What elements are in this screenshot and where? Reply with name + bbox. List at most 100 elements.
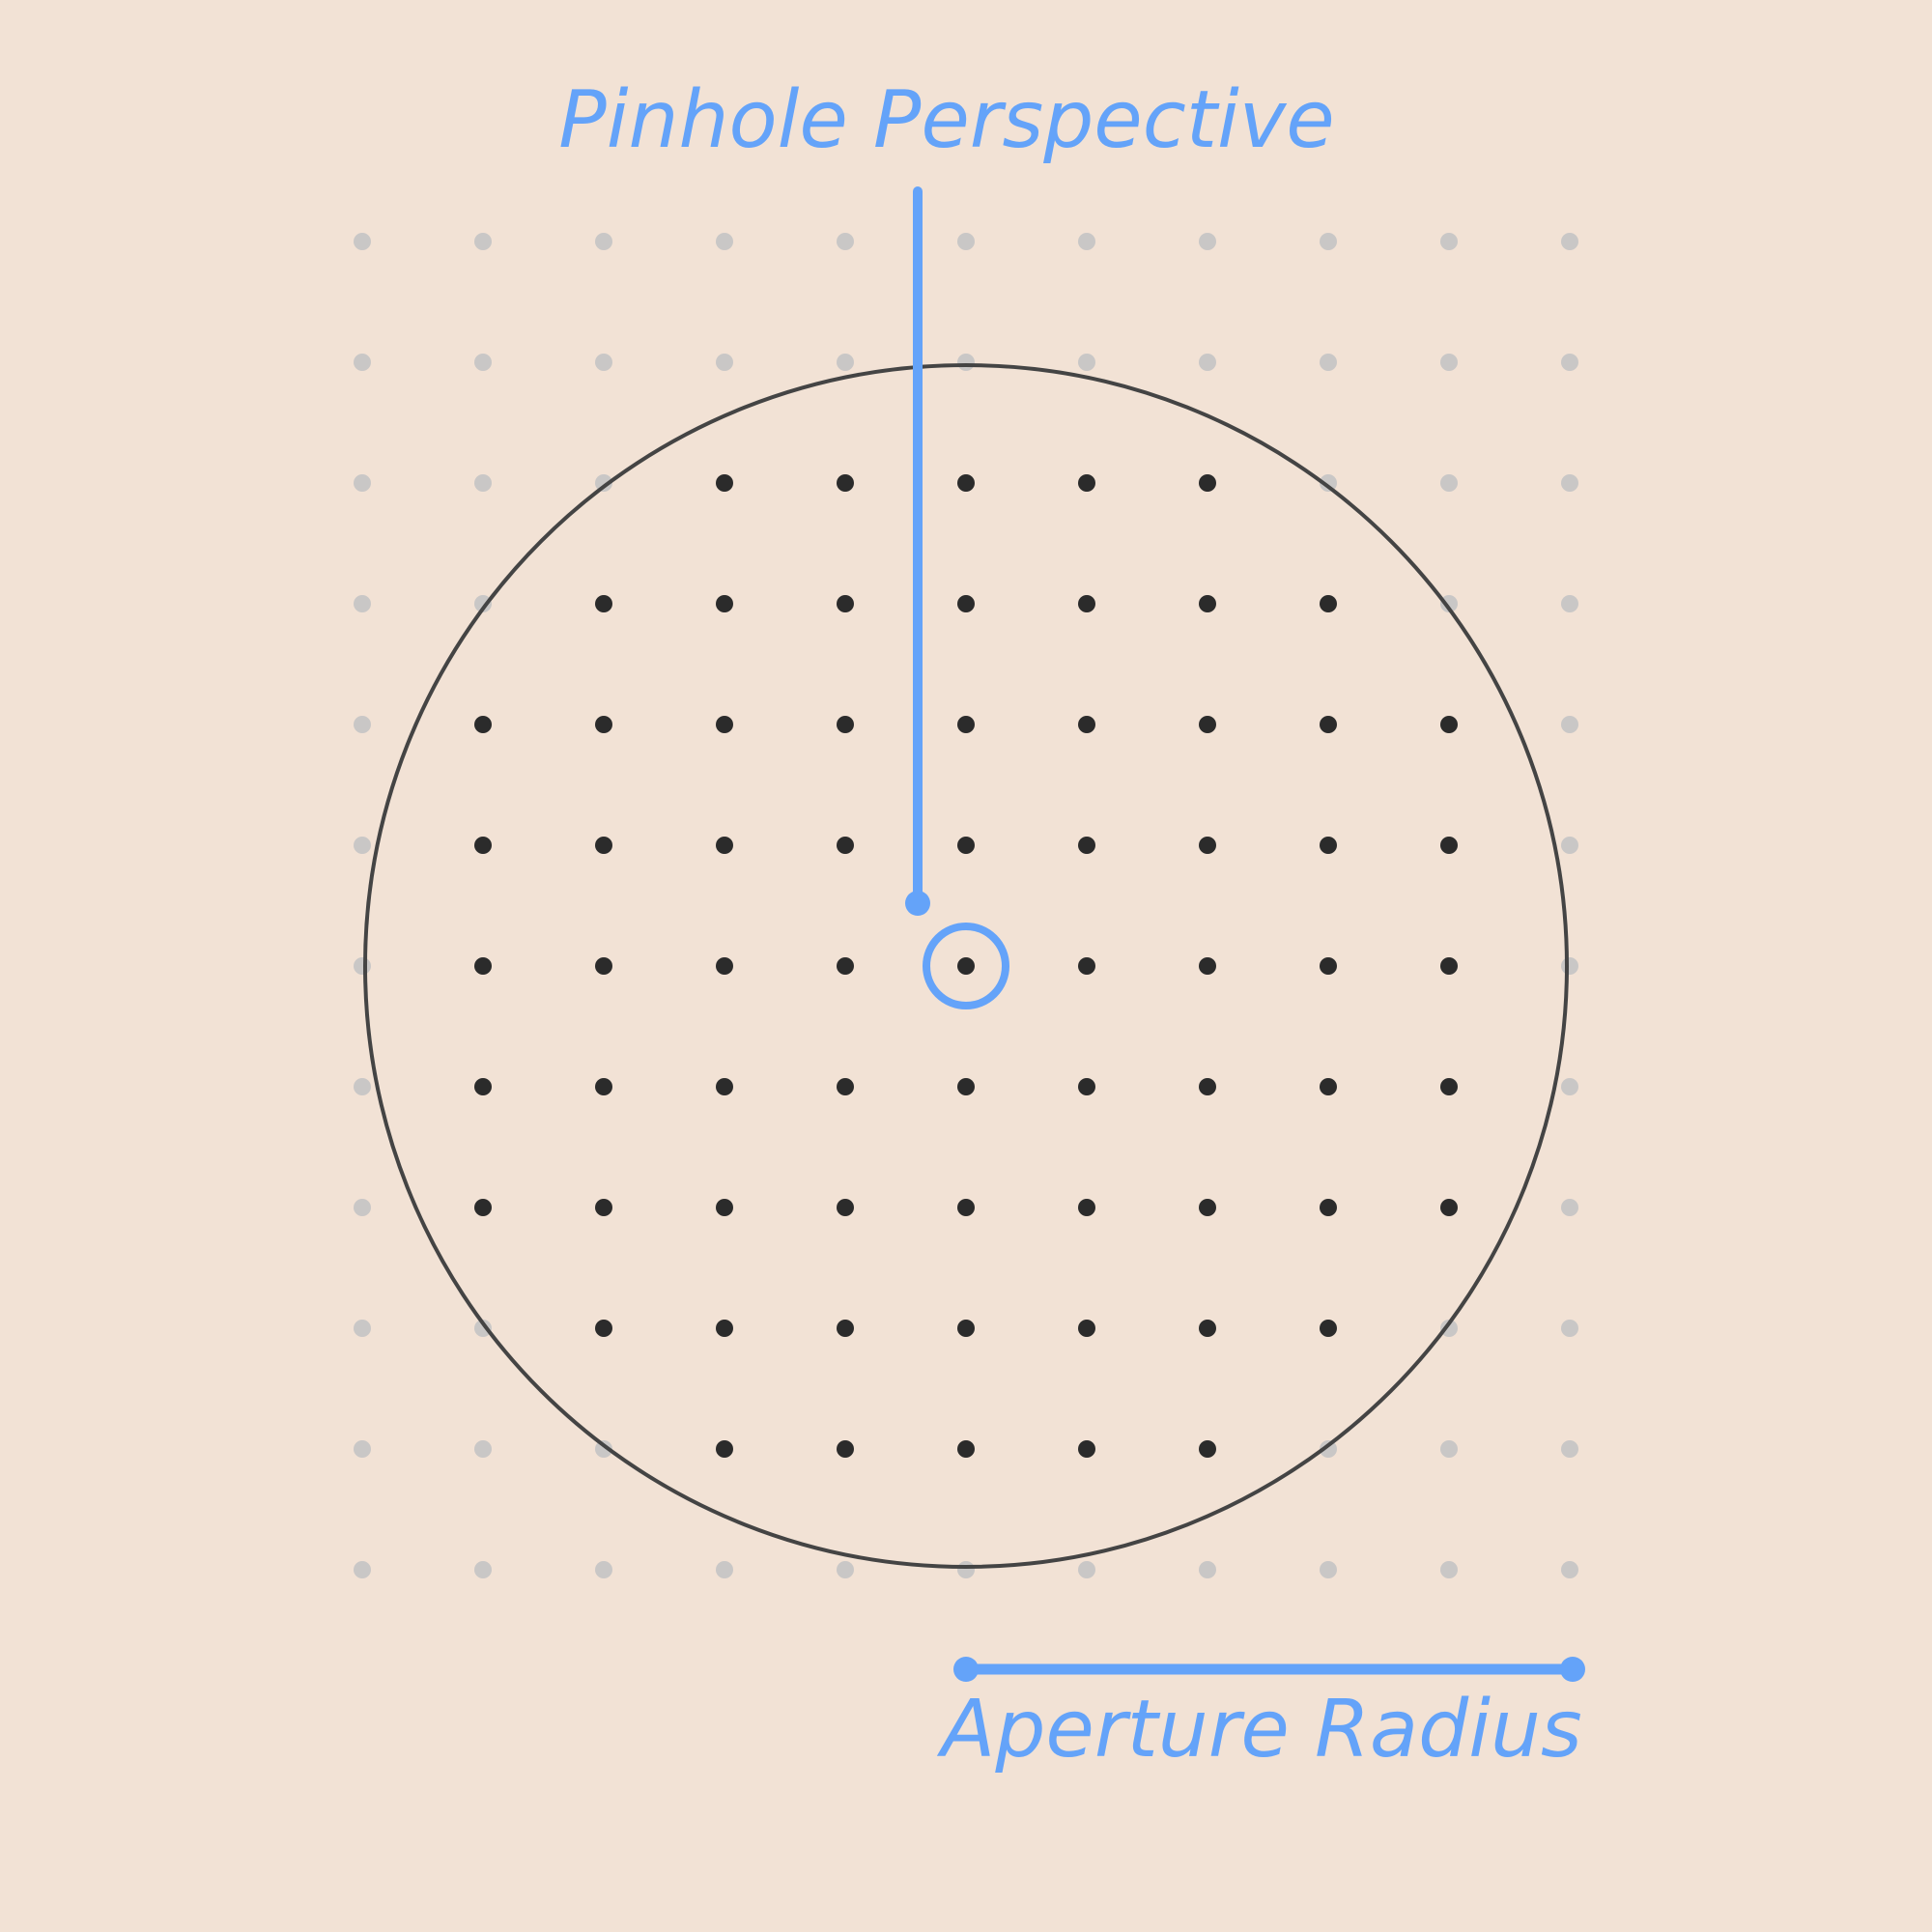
sample-dot-inside (957, 957, 975, 975)
sample-dot-outside (716, 354, 733, 371)
sample-dot-inside (1320, 837, 1337, 854)
sample-dot-inside (1199, 957, 1216, 975)
sample-dot-outside (957, 354, 975, 371)
sample-dot-outside (595, 233, 612, 250)
sample-dot-inside (1078, 716, 1095, 733)
sample-dot-inside (1199, 1078, 1216, 1095)
sample-dot-inside (716, 474, 733, 492)
sample-dot-inside (1078, 1440, 1095, 1458)
sample-dot-inside (1440, 957, 1458, 975)
sample-dot-inside (1199, 1320, 1216, 1337)
sample-dot-outside (1440, 233, 1458, 250)
sample-dot-outside (1320, 233, 1337, 250)
sample-dot-inside (1440, 837, 1458, 854)
sample-dot-outside (957, 1561, 975, 1578)
sample-dot-inside (1320, 716, 1337, 733)
sample-dot-inside (1440, 1078, 1458, 1095)
sample-dot-outside (354, 837, 371, 854)
sample-dot-outside (1199, 233, 1216, 250)
sample-dot-outside (595, 1561, 612, 1578)
sample-dot-outside (1561, 837, 1578, 854)
sample-dot-inside (1320, 1078, 1337, 1095)
sample-dot-outside (354, 595, 371, 612)
sample-dot-outside (474, 474, 492, 492)
sample-dot-inside (716, 1078, 733, 1095)
sample-dot-outside (474, 595, 492, 612)
sample-dot-inside (716, 595, 733, 612)
sample-dot-outside (354, 1078, 371, 1095)
sample-dot-inside (837, 1078, 854, 1095)
sample-dot-outside (1199, 354, 1216, 371)
sample-dot-outside (474, 1561, 492, 1578)
sample-dot-inside (1320, 957, 1337, 975)
sample-dot-inside (1199, 595, 1216, 612)
sample-dot-outside (1320, 354, 1337, 371)
sample-dot-outside (354, 233, 371, 250)
sample-dot-inside (474, 1078, 492, 1095)
sample-dot-inside (957, 837, 975, 854)
sample-dot-outside (1440, 595, 1458, 612)
sample-dot-inside (957, 474, 975, 492)
aperture-circle (363, 363, 1569, 1569)
sample-dot-inside (595, 1078, 612, 1095)
sample-dot-outside (1561, 1320, 1578, 1337)
sample-dot-inside (1440, 1199, 1458, 1216)
sample-dot-outside (1561, 957, 1578, 975)
sample-dot-inside (595, 595, 612, 612)
sample-dot-outside (1078, 1561, 1095, 1578)
sample-dot-inside (837, 474, 854, 492)
sample-dot-inside (716, 1440, 733, 1458)
sample-dot-inside (837, 1440, 854, 1458)
sample-dot-inside (474, 716, 492, 733)
sample-dot-inside (1078, 595, 1095, 612)
sample-dot-outside (1199, 1561, 1216, 1578)
sample-dot-inside (595, 957, 612, 975)
sample-dot-outside (595, 474, 612, 492)
sample-dot-outside (716, 233, 733, 250)
sample-dot-inside (1320, 1320, 1337, 1337)
sample-dot-outside (1561, 1078, 1578, 1095)
sample-dot-inside (1078, 1078, 1095, 1095)
radius-measure-end (1560, 1657, 1585, 1682)
sample-dot-inside (957, 595, 975, 612)
pinhole-pointer-end (905, 891, 930, 916)
sample-dot-inside (595, 716, 612, 733)
sample-dot-outside (354, 1320, 371, 1337)
sample-dot-outside (1320, 474, 1337, 492)
sample-dot-inside (837, 595, 854, 612)
sample-dot-inside (837, 1199, 854, 1216)
sample-dot-outside (354, 1561, 371, 1578)
sample-dot-grid (354, 233, 1578, 1578)
radius-measure-start (953, 1657, 979, 1682)
sample-dot-inside (957, 1440, 975, 1458)
sample-dot-outside (1440, 474, 1458, 492)
sample-dot-inside (716, 716, 733, 733)
sample-dot-outside (957, 233, 975, 250)
sample-dot-inside (957, 1199, 975, 1216)
sample-dot-inside (957, 716, 975, 733)
sample-dot-outside (1561, 716, 1578, 733)
sample-dot-outside (1561, 1561, 1578, 1578)
sample-dot-outside (1320, 1561, 1337, 1578)
sample-dot-inside (1078, 1199, 1095, 1216)
sample-dot-outside (837, 354, 854, 371)
sample-dot-outside (595, 1440, 612, 1458)
sample-dot-outside (1440, 354, 1458, 371)
sample-dot-outside (354, 354, 371, 371)
sample-dot-outside (837, 233, 854, 250)
sample-dot-inside (716, 957, 733, 975)
pinhole-marker-ring (923, 923, 1009, 1009)
sample-dot-inside (595, 1320, 612, 1337)
sample-dot-inside (957, 1078, 975, 1095)
sample-dot-inside (837, 957, 854, 975)
sample-dot-outside (1561, 1440, 1578, 1458)
sample-dot-outside (474, 1440, 492, 1458)
sample-dot-outside (474, 233, 492, 250)
sample-dot-inside (837, 837, 854, 854)
aperture-radius-label: Aperture Radius (936, 1684, 1581, 1776)
sample-dot-inside (1199, 837, 1216, 854)
sample-dot-inside (474, 837, 492, 854)
sample-dot-inside (1199, 1440, 1216, 1458)
sample-dot-inside (1199, 716, 1216, 733)
